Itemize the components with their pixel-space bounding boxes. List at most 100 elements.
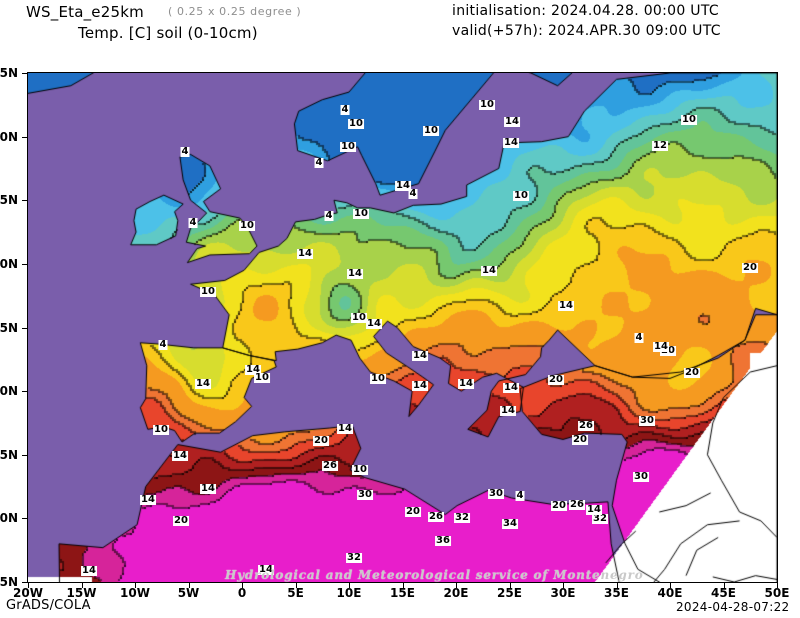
contour-label: 26 (428, 511, 444, 522)
y-tick-mark (22, 582, 27, 583)
y-tick-label: 35N (0, 447, 18, 462)
y-tick-mark (22, 263, 27, 265)
x-tick-mark (456, 583, 457, 588)
contour-label: 14 (503, 382, 519, 393)
contour-label: 30 (357, 489, 373, 500)
contour-label: 20 (742, 262, 758, 273)
contour-label: 14 (140, 494, 156, 505)
contour-label: 10 (348, 118, 364, 129)
field-name-label: Temp. [C] soil (0-10cm) (78, 24, 258, 42)
contour-label: 20 (548, 374, 564, 385)
x-tick-mark (402, 583, 404, 588)
x-tick-label: 30E (550, 586, 576, 600)
contour-label: 14 (297, 248, 313, 259)
y-tick-mark (22, 200, 27, 202)
contour-label: 4 (188, 217, 198, 228)
contour-label: 4 (324, 210, 334, 221)
model-resolution-label: ( 0.25 x 0.25 degree ) (168, 5, 302, 18)
y-tick-label: 40N (0, 384, 18, 399)
x-tick-label: 20E (443, 586, 469, 600)
contour-label: 10 (479, 99, 495, 110)
contour-label: 20 (405, 506, 421, 517)
contour-label: 32 (454, 512, 470, 523)
contour-label: 26 (322, 460, 338, 471)
contour-label: 4 (180, 146, 190, 157)
contour-label: 20 (313, 435, 329, 446)
y-tick-mark (22, 391, 27, 393)
x-tick-label: 10W (120, 586, 150, 600)
contour-label: 36 (435, 535, 451, 546)
contour-label: 14 (172, 450, 188, 461)
x-tick-label: 45E (711, 586, 736, 600)
y-tick-mark (22, 327, 27, 329)
contour-label: 10 (153, 424, 169, 435)
x-tick-mark (295, 583, 297, 588)
x-tick-mark (81, 583, 83, 588)
y-tick-mark (22, 454, 27, 456)
contour-label: 20 (551, 500, 567, 511)
contour-label: 14 (412, 380, 428, 391)
contour-label: 12 (652, 140, 668, 151)
contour-label: 10 (513, 190, 529, 201)
y-tick-mark (22, 73, 27, 74)
contour-label: 14 (337, 423, 353, 434)
contour-label: 34 (502, 518, 518, 529)
contour-label: 14 (195, 378, 211, 389)
contour-label: 14 (653, 341, 669, 352)
contour-label: 10 (681, 114, 697, 125)
contour-label: 14 (481, 265, 497, 276)
contour-label: 14 (500, 405, 516, 416)
y-tick-label: 50N (0, 256, 18, 271)
contour-label: 14 (200, 483, 216, 494)
contour-label: 20 (572, 434, 588, 445)
contour-label: 14 (412, 350, 428, 361)
x-tick-mark (723, 583, 725, 588)
x-tick-label: 25E (497, 586, 522, 600)
x-tick-label: 40E (657, 586, 683, 600)
x-tick-mark (509, 583, 511, 588)
run-timestamp-label: 2024-04-28-07:22 (676, 600, 790, 614)
x-tick-mark (349, 583, 350, 588)
contour-label: 10 (254, 372, 270, 383)
contour-label: 14 (558, 300, 574, 311)
y-tick-mark (22, 136, 27, 138)
x-tick-label: 20W (13, 586, 43, 600)
contour-label: 26 (569, 499, 585, 510)
x-tick-label: 15W (66, 586, 97, 600)
contour-label: 14 (366, 318, 382, 329)
contour-label: 14 (504, 116, 520, 127)
contour-label: 20 (173, 515, 189, 526)
contour-label: 10 (353, 208, 369, 219)
x-tick-mark (135, 583, 136, 588)
contour-label: 30 (488, 488, 504, 499)
contour-label: 10 (352, 464, 368, 475)
contour-label: 4 (158, 339, 168, 350)
y-tick-mark (22, 518, 27, 520)
contour-label: 30 (633, 471, 649, 482)
contour-label: 4 (314, 157, 324, 168)
x-tick-mark (616, 583, 618, 588)
map-plot-area[interactable]: 4 10 10 10 12 10 14 10 4 4 14 4 10 10 4 14 4 10 14 14 14 20 10… (27, 72, 778, 583)
x-tick-label: 5E (287, 586, 304, 600)
valid-time-label: valid(+57h): 2024.APR.30 09:00 UTC (452, 23, 721, 39)
x-tick-mark (670, 583, 671, 588)
contour-label: 10 (423, 125, 439, 136)
contour-label: 14 (347, 268, 363, 279)
contour-label: 4 (408, 188, 418, 199)
contour-label: 4 (515, 490, 525, 501)
contour-label: 32 (592, 513, 608, 524)
y-tick-label: 30N (0, 511, 18, 526)
contour-label: 10 (340, 141, 356, 152)
y-tick-label: 60N (0, 129, 18, 144)
y-tick-label: 65N (0, 66, 18, 80)
contour-label: 10 (351, 312, 367, 323)
grads-credit-label: GrADS/COLA (6, 598, 91, 613)
x-tick-label: 15E (390, 586, 415, 600)
x-tick-mark (242, 583, 243, 588)
contour-label: 26 (578, 420, 594, 431)
contour-label: 14 (586, 504, 602, 515)
x-tick-label: 5W (177, 586, 200, 600)
contour-label: 30 (639, 415, 655, 426)
x-tick-label: 0 (237, 586, 247, 600)
